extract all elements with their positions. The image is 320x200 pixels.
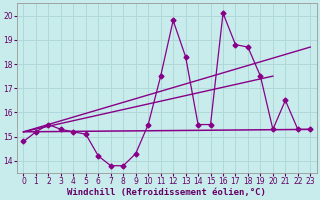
- X-axis label: Windchill (Refroidissement éolien,°C): Windchill (Refroidissement éolien,°C): [68, 188, 266, 197]
